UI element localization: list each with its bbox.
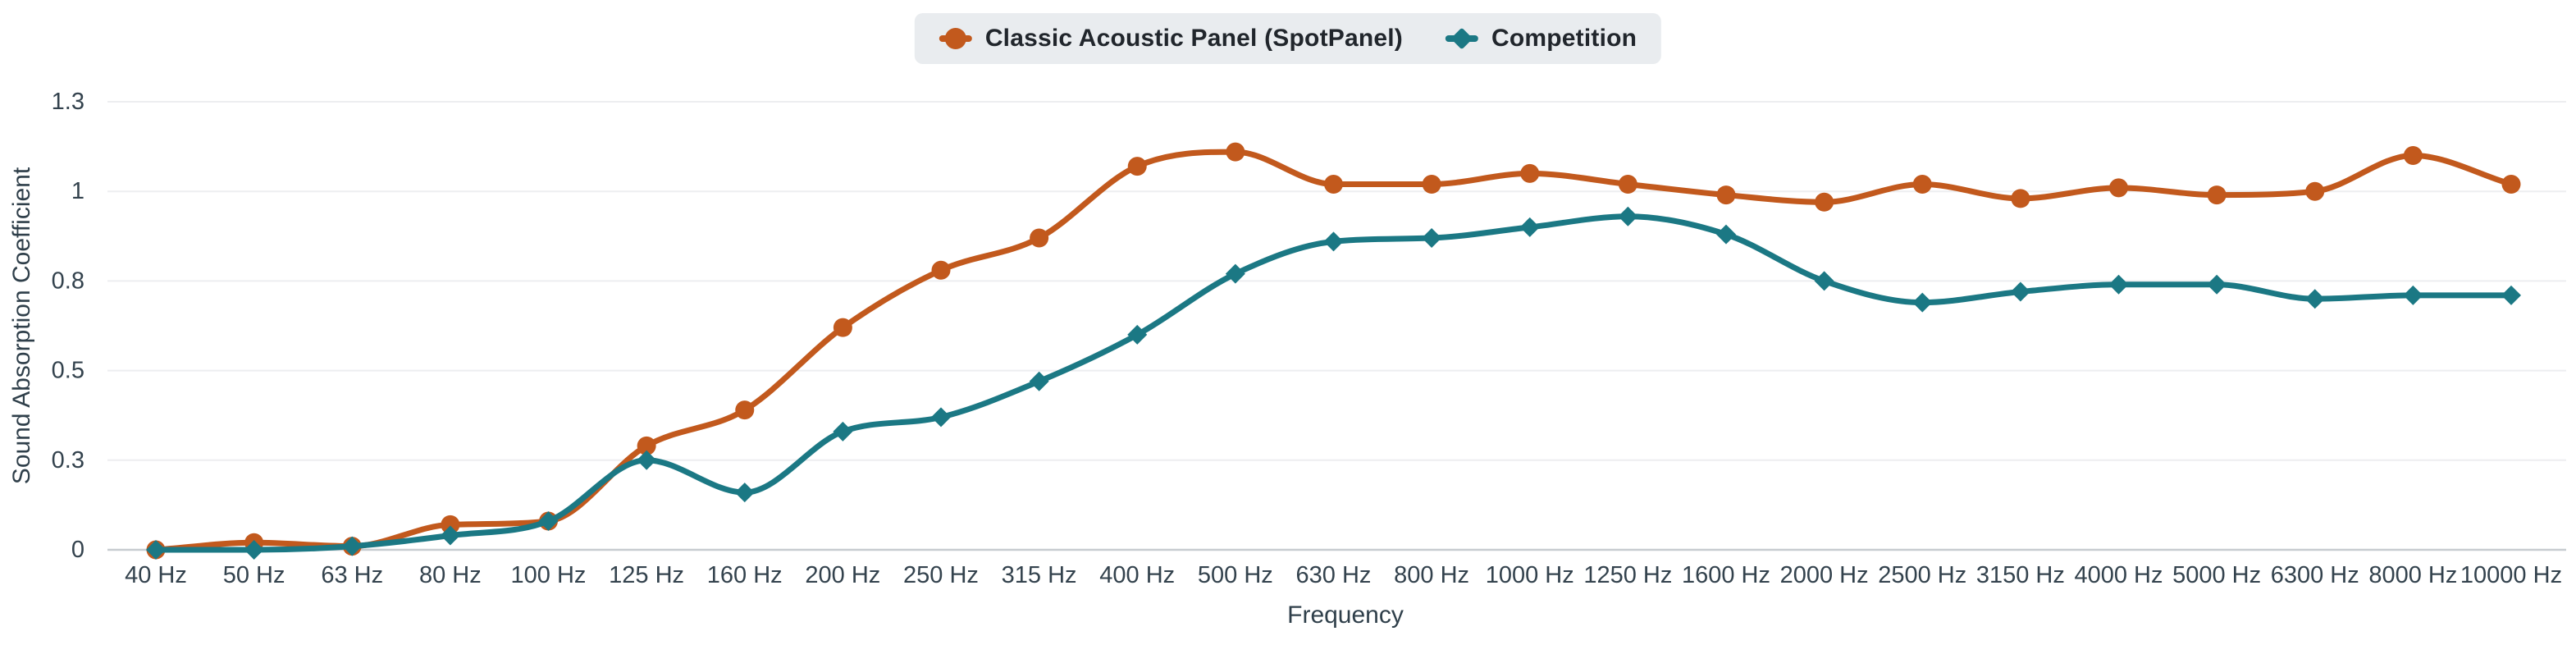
data-point-spotpanel[interactable] <box>637 436 656 455</box>
data-point-competition[interactable] <box>342 536 363 556</box>
x-tick-label: 800 Hz <box>1394 562 1469 588</box>
data-point-spotpanel[interactable] <box>1422 174 1441 194</box>
data-point-competition[interactable] <box>1519 217 1540 237</box>
data-point-spotpanel[interactable] <box>735 400 755 420</box>
data-point-spotpanel[interactable] <box>2109 178 2128 198</box>
data-point-spotpanel[interactable] <box>1618 174 1637 194</box>
data-point-competition[interactable] <box>637 450 657 470</box>
x-tick-label: 250 Hz <box>903 562 979 588</box>
legend-label: Classic Acoustic Panel (SpotPanel) <box>984 25 1403 52</box>
data-point-spotpanel[interactable] <box>1324 174 1343 194</box>
x-tick-label: 315 Hz <box>1002 562 1077 588</box>
legend-item-spotpanel[interactable]: Classic Acoustic Panel (SpotPanel) <box>939 25 1403 53</box>
data-point-competition[interactable] <box>244 540 264 560</box>
data-point-competition[interactable] <box>1323 231 1344 252</box>
y-tick-label: 0.5 <box>52 358 84 384</box>
x-tick-label: 200 Hz <box>805 562 880 588</box>
x-tick-label: 630 Hz <box>1296 562 1372 588</box>
data-point-competition[interactable] <box>1127 324 1148 345</box>
data-point-spotpanel[interactable] <box>2207 185 2227 205</box>
x-tick-label: 160 Hz <box>707 562 783 588</box>
x-tick-label: 10000 Hz <box>2460 562 2562 588</box>
legend-label: Competition <box>1491 25 1637 52</box>
x-tick-label: 4000 Hz <box>2074 562 2163 588</box>
legend-item-competition[interactable]: Competition <box>1445 25 1637 53</box>
data-point-spotpanel[interactable] <box>1030 228 1049 248</box>
data-point-spotpanel[interactable] <box>833 318 852 337</box>
data-point-competition[interactable] <box>1716 224 1736 245</box>
data-point-spotpanel[interactable] <box>1815 192 1834 212</box>
data-point-competition[interactable] <box>1814 271 1834 291</box>
data-point-competition[interactable] <box>833 421 853 441</box>
data-point-spotpanel[interactable] <box>2011 189 2030 208</box>
data-point-spotpanel[interactable] <box>2403 146 2423 166</box>
series-line-competition <box>153 213 2514 553</box>
data-point-spotpanel[interactable] <box>2501 174 2521 194</box>
x-tick-label: 1250 Hz <box>1583 562 1672 588</box>
data-point-competition[interactable] <box>1422 227 1442 248</box>
data-point-spotpanel[interactable] <box>441 515 460 534</box>
chart-legend: Classic Acoustic Panel (SpotPanel) Compet… <box>914 13 1662 64</box>
data-point-spotpanel[interactable] <box>1716 185 1736 205</box>
data-point-competition[interactable] <box>931 407 951 428</box>
x-tick-label: 63 Hz <box>321 562 383 588</box>
diamond-marker-icon <box>1450 27 1473 50</box>
data-point-competition[interactable] <box>2010 281 2030 302</box>
x-tick-label: 125 Hz <box>609 562 684 588</box>
y-tick-label: 0.3 <box>52 447 84 473</box>
data-point-spotpanel[interactable] <box>1226 142 1245 162</box>
legend-diamond-swatch-icon <box>1445 27 1478 50</box>
x-tick-label: 6300 Hz <box>2271 562 2359 588</box>
x-axis-title: Frequency <box>1287 602 1404 629</box>
y-tick-label: 0.8 <box>52 268 84 294</box>
data-point-spotpanel[interactable] <box>1912 174 1932 194</box>
data-point-competition[interactable] <box>2207 274 2227 295</box>
data-point-competition[interactable] <box>146 540 166 560</box>
data-point-competition[interactable] <box>538 511 559 532</box>
y-tick-label: 0 <box>71 537 84 563</box>
x-tick-label: 50 Hz <box>223 562 285 588</box>
x-tick-label: 500 Hz <box>1198 562 1273 588</box>
x-tick-label: 2500 Hz <box>1878 562 1966 588</box>
data-point-competition[interactable] <box>1225 263 1245 284</box>
x-tick-label: 3150 Hz <box>1976 562 2065 588</box>
data-point-spotpanel[interactable] <box>1127 157 1147 176</box>
series-line-spotpanel <box>153 149 2514 553</box>
data-point-competition[interactable] <box>1618 206 1638 226</box>
data-point-competition[interactable] <box>2108 274 2129 295</box>
x-tick-label: 5000 Hz <box>2172 562 2261 588</box>
x-tick-label: 100 Hz <box>511 562 587 588</box>
data-point-competition[interactable] <box>734 483 755 503</box>
data-point-competition[interactable] <box>2403 285 2423 305</box>
data-point-spotpanel[interactable] <box>1520 163 1540 183</box>
data-point-spotpanel[interactable] <box>931 260 951 280</box>
legend-circle-swatch-icon <box>939 28 972 49</box>
data-point-competition[interactable] <box>440 525 460 546</box>
x-tick-label: 40 Hz <box>125 562 187 588</box>
x-tick-label: 1000 Hz <box>1486 562 1574 588</box>
x-tick-label: 8000 Hz <box>2368 562 2457 588</box>
x-tick-label: 400 Hz <box>1099 562 1175 588</box>
data-point-competition[interactable] <box>1912 292 1933 313</box>
x-tick-label: 2000 Hz <box>1780 562 1869 588</box>
x-tick-label: 1600 Hz <box>1682 562 1770 588</box>
y-tick-label: 1.3 <box>52 89 84 115</box>
y-tick-label: 1 <box>71 178 84 204</box>
y-axis-title: Sound Absorption Coefficient <box>8 167 35 485</box>
data-point-competition[interactable] <box>1029 371 1049 391</box>
x-tick-label: 80 Hz <box>419 562 482 588</box>
data-point-spotpanel[interactable] <box>2305 181 2325 201</box>
data-point-competition[interactable] <box>2501 285 2521 305</box>
circle-marker-icon <box>944 28 966 49</box>
data-point-competition[interactable] <box>2304 289 2325 309</box>
